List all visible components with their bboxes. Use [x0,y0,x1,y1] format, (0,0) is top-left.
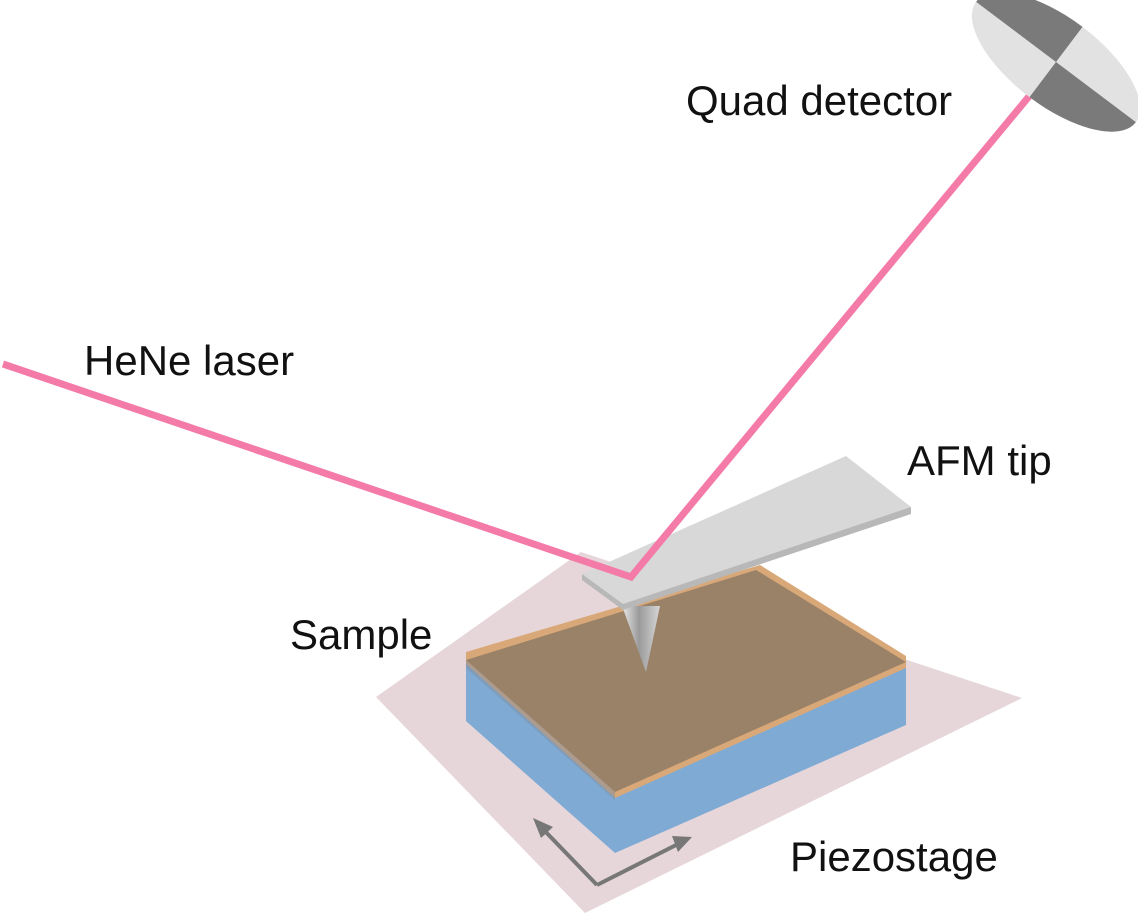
quad-detector-label: Quad detector [686,77,953,124]
afm-tip-cone [622,606,660,672]
laser-beam [1,62,1058,582]
hene-laser-label: HeNe laser [84,337,295,384]
xy-axis-arrows [533,818,692,887]
sample-top-surface [466,570,906,792]
piezostage-label: Piezostage [790,833,998,880]
substrate-right-face [615,660,906,853]
afm-cantilever [582,456,911,610]
afm-tip-label: AFM tip [907,437,1052,484]
y-axis-arrowhead [533,818,553,838]
x-axis-arrow-line [596,838,687,887]
substrate-left-face [466,658,615,853]
sample-block [466,565,906,853]
y-axis-arrow-line [538,824,599,887]
sample-label: Sample [290,611,433,658]
quad-detector [971,0,1138,132]
quad-detector-quadrant-1 [976,0,1083,62]
quad-detector-quadrant-3 [1029,62,1136,132]
cantilever-top [582,456,911,604]
x-axis-arrowhead [672,836,692,852]
sample-left-edge-shade [466,660,615,800]
